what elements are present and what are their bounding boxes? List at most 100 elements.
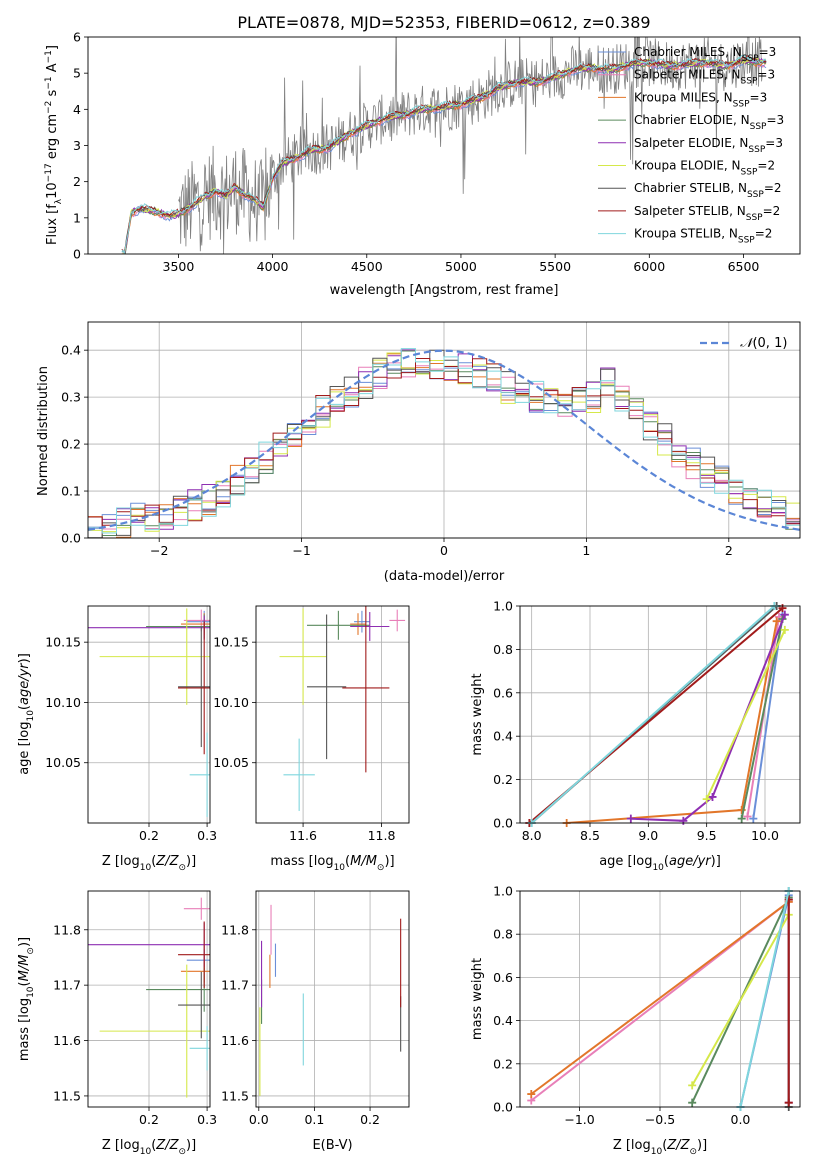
y-tick-label: 10.15 <box>213 635 249 650</box>
y-tick-label: 0.0 <box>493 816 513 831</box>
x-axis-label: Z [log10(Z/Z⊙)] <box>102 1138 196 1157</box>
x-tick-label: 0.2 <box>360 1112 380 1127</box>
y-tick-label: 11.5 <box>53 1088 81 1103</box>
x-tick-label: 10.0 <box>751 828 779 843</box>
series-marker-kroupa-miles <box>527 1090 536 1099</box>
model-line-chabrier-stelib <box>121 55 767 253</box>
age-vs-metallicity-panel: 0.2 0.3 10.05 10.10 10.15 Z [log10(Z/Z⊙)] age … <box>17 605 217 873</box>
x-axis-label: mass [log10(M/M⊙)] <box>270 854 394 873</box>
x-tick-label: 11.8 <box>368 828 396 843</box>
y-axis-label: mass weight <box>470 958 485 1040</box>
x-tick-label: 0.2 <box>139 1112 159 1127</box>
x-axis-label: E(B-V) <box>312 1138 352 1153</box>
x-tick-label: −2 <box>150 543 168 558</box>
series-line-kroupa-stelib <box>739 891 790 1107</box>
mass-weight-vs-metallicity-panel: −1.0 −0.5 0.0 0.0 0.2 0.4 0.6 0.8 1.0 Z [log10(Z/… <box>470 884 801 1157</box>
x-axis-label: Z [log10(Z/Z⊙)] <box>613 1138 707 1157</box>
x-axis-label: wavelength [Angstrom, rest frame] <box>330 283 559 298</box>
axes-frame <box>87 890 211 1108</box>
spectrum-panel: 3500 4000 4500 5000 5500 6000 6500 0 1 2 3 4 5 6 Chabr… <box>44 30 801 298</box>
series-marker-chabrier-elodie <box>688 1098 697 1107</box>
x-tick-label: 5500 <box>539 259 571 274</box>
model-line-chabrier-elodie <box>121 58 767 254</box>
x-tick-label: 9.5 <box>697 828 717 843</box>
model-line-kroupa-elodie <box>121 57 767 254</box>
series-marker-salpeter-elodie <box>626 814 635 823</box>
y-axis-label: age [log10(age/yr)] <box>17 653 36 775</box>
y-tick-label: 11.6 <box>221 1033 249 1048</box>
y-tick-label: 0.2 <box>61 437 81 452</box>
series-line-chabrier-elodie <box>740 618 784 819</box>
y-tick-label: 0.0 <box>493 1100 513 1115</box>
mass-vs-metallicity-panel: 0.2 0.3 11.5 11.6 11.7 11.8 Z [log10(Z/Z⊙)] mas… <box>17 890 217 1157</box>
series-marker-chabrier-miles <box>749 814 758 823</box>
series-line-kroupa-miles <box>530 900 790 1095</box>
y-tick-label: 11.7 <box>221 978 249 993</box>
x-tick-label: 5000 <box>445 259 477 274</box>
y-tick-label: 11.8 <box>53 922 81 937</box>
y-tick-label: 1.0 <box>493 884 513 899</box>
x-axis-label: (data-model)/error <box>384 569 505 584</box>
grid <box>256 891 409 1107</box>
x-tick-label: 9.0 <box>638 828 658 843</box>
series-line-kroupa-miles <box>566 621 778 823</box>
legend-label: Chabrier MILES, NSSP=3 <box>634 45 776 64</box>
y-tick-label: 1.0 <box>493 599 513 614</box>
y-tick-label: 0.4 <box>493 729 513 744</box>
axes-frame <box>519 605 801 824</box>
x-tick-label: 4500 <box>351 259 383 274</box>
y-tick-label: 10.15 <box>45 635 81 650</box>
age-vs-mass-panel: 11.6 11.8 10.05 10.10 10.15 mass [log10(M/M⊙)… <box>213 605 410 873</box>
x-tick-label: 11.6 <box>289 828 317 843</box>
y-tick-label: 11.7 <box>53 978 81 993</box>
y-tick-label: 0.8 <box>493 642 513 657</box>
y-tick-label: 2 <box>73 174 81 189</box>
normal-curve-line <box>87 349 801 531</box>
legend-label: Kroupa STELIB, NSSP=2 <box>634 227 772 246</box>
series-marker-salpeter-elodie <box>679 816 688 825</box>
series-marker-salpeter-elodie <box>780 610 789 619</box>
y-tick-label: 5 <box>73 66 81 81</box>
y-tick-label: 11.5 <box>221 1088 249 1103</box>
legend-label: Salpeter STELIB, NSSP=2 <box>634 204 780 223</box>
series-line-chabrier-miles <box>752 614 784 819</box>
axes-frame <box>87 605 211 824</box>
y-tick-label: 10.10 <box>213 695 249 710</box>
model-line-chabrier-miles <box>121 59 767 254</box>
x-tick-label: −1.0 <box>564 1112 594 1127</box>
series-marker-salpeter-miles <box>743 812 752 821</box>
series-marker-kroupa-elodie <box>702 795 711 804</box>
series-line-kroupa-elodie <box>691 914 790 1086</box>
x-tick-label: 0.3 <box>197 828 217 843</box>
histogram-salpeter-stelib <box>88 358 800 526</box>
legend-label: Kroupa MILES, NSSP=3 <box>634 90 767 109</box>
y-axis-label: Flux [fλ10−17 erg cm−2 s−1 A−1] <box>44 45 64 245</box>
series-line-kroupa-elodie <box>705 629 786 800</box>
series-marker-kroupa-miles <box>772 617 781 626</box>
x-tick-label: 6000 <box>633 259 665 274</box>
model-line-salpeter-stelib <box>121 55 767 252</box>
series-marker-chabrier-elodie <box>737 814 746 823</box>
y-tick-label: 0 <box>73 247 81 262</box>
axes-frame <box>255 605 410 824</box>
y-tick-label: 10.05 <box>45 755 81 770</box>
y-tick-label: 0.4 <box>493 1013 513 1028</box>
grid <box>256 606 409 823</box>
mass-weight-vs-age-panel: 8.0 8.5 9.0 9.5 10.0 0.0 0.2 0.4 0.6 0.8 1.0 age [l… <box>470 599 801 873</box>
x-tick-label: 0.2 <box>139 828 159 843</box>
series-marker-salpeter-elodie <box>708 792 717 801</box>
histogram-chabrier-stelib <box>88 349 800 538</box>
y-tick-label: 0.2 <box>493 772 513 787</box>
histogram-kroupa-stelib <box>88 348 800 534</box>
model-line-salpeter-elodie <box>121 57 767 254</box>
x-tick-label: 4000 <box>257 259 289 274</box>
y-tick-label: 10.10 <box>45 695 81 710</box>
y-tick-label: 11.8 <box>221 922 249 937</box>
x-axis-label: age [log10(age/yr)] <box>599 854 721 873</box>
grid <box>88 891 210 1107</box>
axes-frame <box>255 890 410 1108</box>
model-line-kroupa-stelib <box>121 55 767 254</box>
y-tick-label: 1 <box>73 210 81 225</box>
axes-frame <box>87 36 801 255</box>
